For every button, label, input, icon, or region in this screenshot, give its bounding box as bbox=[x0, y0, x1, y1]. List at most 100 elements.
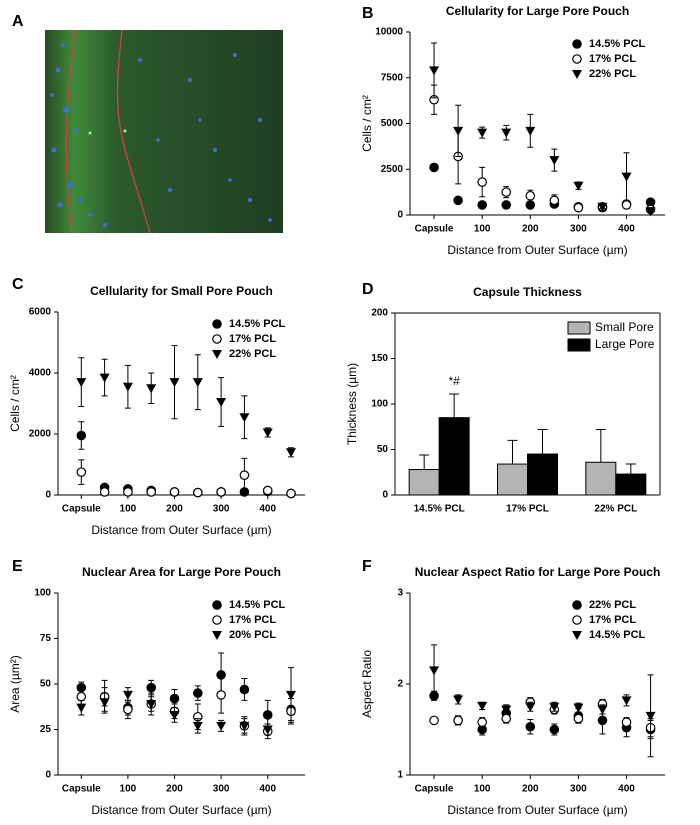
data-point bbox=[477, 200, 487, 210]
error-bar bbox=[449, 393, 460, 418]
data-point bbox=[76, 467, 87, 477]
y-tick-label: 0 bbox=[45, 770, 51, 781]
panel-label: E bbox=[12, 558, 23, 575]
bar bbox=[585, 461, 617, 496]
x-tick-label: 300 bbox=[213, 504, 230, 515]
y-tick-label: 75 bbox=[40, 633, 52, 644]
data-point bbox=[239, 470, 250, 480]
y-tick-label: 2500 bbox=[381, 164, 404, 175]
x-tick-label: Capsule bbox=[62, 504, 101, 515]
legend-swatch bbox=[567, 321, 591, 335]
data-point bbox=[477, 128, 488, 138]
data-point bbox=[262, 485, 273, 496]
data-point bbox=[549, 702, 560, 712]
data-point bbox=[645, 711, 656, 721]
x-tick-label: 400 bbox=[618, 224, 635, 235]
data-point bbox=[597, 715, 608, 726]
legend-label: 20% PCL bbox=[229, 629, 276, 641]
legend-label: 14.5% PCL bbox=[229, 599, 286, 611]
legend-swatch bbox=[567, 338, 591, 352]
chart-title: Nuclear Aspect Ratio for Large Pore Pouc… bbox=[415, 565, 661, 579]
x-tick-label: 300 bbox=[213, 784, 230, 795]
data-point bbox=[99, 487, 110, 497]
legend-marker bbox=[212, 615, 222, 625]
data-point bbox=[501, 705, 512, 715]
y-axis-label: Thickness (µm) bbox=[345, 363, 359, 445]
legend-label: 22% PCL bbox=[229, 348, 276, 360]
data-point bbox=[525, 702, 536, 712]
data-point bbox=[239, 413, 250, 423]
data-point bbox=[525, 721, 536, 732]
legend-marker bbox=[212, 334, 222, 344]
chart-title: Cellularity for Large Pore Pouch bbox=[446, 4, 629, 18]
data-point bbox=[621, 717, 632, 728]
data-point bbox=[453, 715, 463, 726]
legend-label: 14.5% PCL bbox=[589, 38, 646, 50]
data-point bbox=[169, 487, 180, 497]
x-tick-label: 400 bbox=[259, 784, 276, 795]
chart-title: Nuclear Area for Large Pore Pouch bbox=[82, 565, 281, 579]
data-point bbox=[573, 181, 584, 191]
y-tick-label: 50 bbox=[377, 444, 389, 455]
data-point bbox=[501, 713, 512, 724]
data-point bbox=[122, 382, 133, 392]
y-axis-label: Area (µm²) bbox=[8, 655, 22, 713]
legend-label: 17% PCL bbox=[589, 53, 636, 65]
legend-label: 17% PCL bbox=[589, 614, 636, 626]
data-point bbox=[76, 378, 87, 388]
data-point bbox=[76, 691, 87, 702]
data-point bbox=[99, 698, 110, 708]
data-point bbox=[597, 202, 608, 212]
y-tick-label: 7500 bbox=[381, 72, 404, 83]
error-bar bbox=[625, 463, 636, 475]
x-tick-label: 100 bbox=[120, 784, 137, 795]
data-point bbox=[169, 693, 180, 704]
bar bbox=[497, 463, 528, 496]
data-point bbox=[286, 488, 296, 499]
data-point bbox=[501, 187, 512, 197]
x-tick-label: 300 bbox=[570, 224, 587, 235]
y-tick-label: 25 bbox=[40, 724, 52, 735]
data-point bbox=[429, 666, 440, 676]
data-point bbox=[573, 202, 584, 213]
marker-dot bbox=[88, 131, 92, 135]
data-point bbox=[99, 373, 110, 383]
legend-marker bbox=[572, 600, 582, 610]
x-tick-label: 400 bbox=[259, 504, 276, 515]
data-point bbox=[477, 177, 487, 187]
bar bbox=[438, 417, 470, 496]
data-point bbox=[429, 66, 440, 76]
boundary-line bbox=[65, 29, 76, 234]
y-axis-label: Cells / cm² bbox=[8, 375, 22, 432]
error-bar bbox=[507, 439, 518, 465]
chart-title: Cellularity for Small Pore Pouch bbox=[90, 284, 273, 298]
data-point bbox=[549, 195, 560, 206]
y-tick-label: 100 bbox=[371, 399, 388, 410]
data-point bbox=[573, 713, 584, 724]
y-tick-label: 10000 bbox=[375, 27, 403, 38]
y-tick-label: 150 bbox=[371, 353, 388, 364]
data-point bbox=[216, 397, 227, 407]
x-tick-label: 200 bbox=[522, 784, 539, 795]
x-tick-label: Capsule bbox=[62, 784, 101, 795]
y-tick-label: 1 bbox=[397, 770, 403, 781]
data-point bbox=[262, 428, 273, 438]
data-point bbox=[549, 156, 560, 166]
x-tick-label: 100 bbox=[120, 504, 137, 515]
data-point bbox=[597, 705, 608, 715]
data-point bbox=[429, 715, 439, 726]
data-point bbox=[621, 200, 632, 210]
legend-label: 14.5% PCL bbox=[229, 318, 286, 330]
data-point bbox=[262, 710, 273, 720]
data-point bbox=[146, 487, 157, 497]
legend-marker bbox=[212, 350, 222, 359]
x-tick-label: 100 bbox=[474, 784, 491, 795]
x-axis-label: Distance from Outer Surface (µm) bbox=[91, 523, 271, 537]
data-point bbox=[429, 162, 439, 173]
x-tick-label: 300 bbox=[570, 784, 587, 795]
legend-label: 14.5% PCL bbox=[589, 629, 646, 641]
data-point bbox=[453, 195, 463, 206]
data-point bbox=[549, 724, 560, 735]
data-point bbox=[192, 378, 203, 388]
y-tick-label: 4000 bbox=[29, 368, 52, 379]
